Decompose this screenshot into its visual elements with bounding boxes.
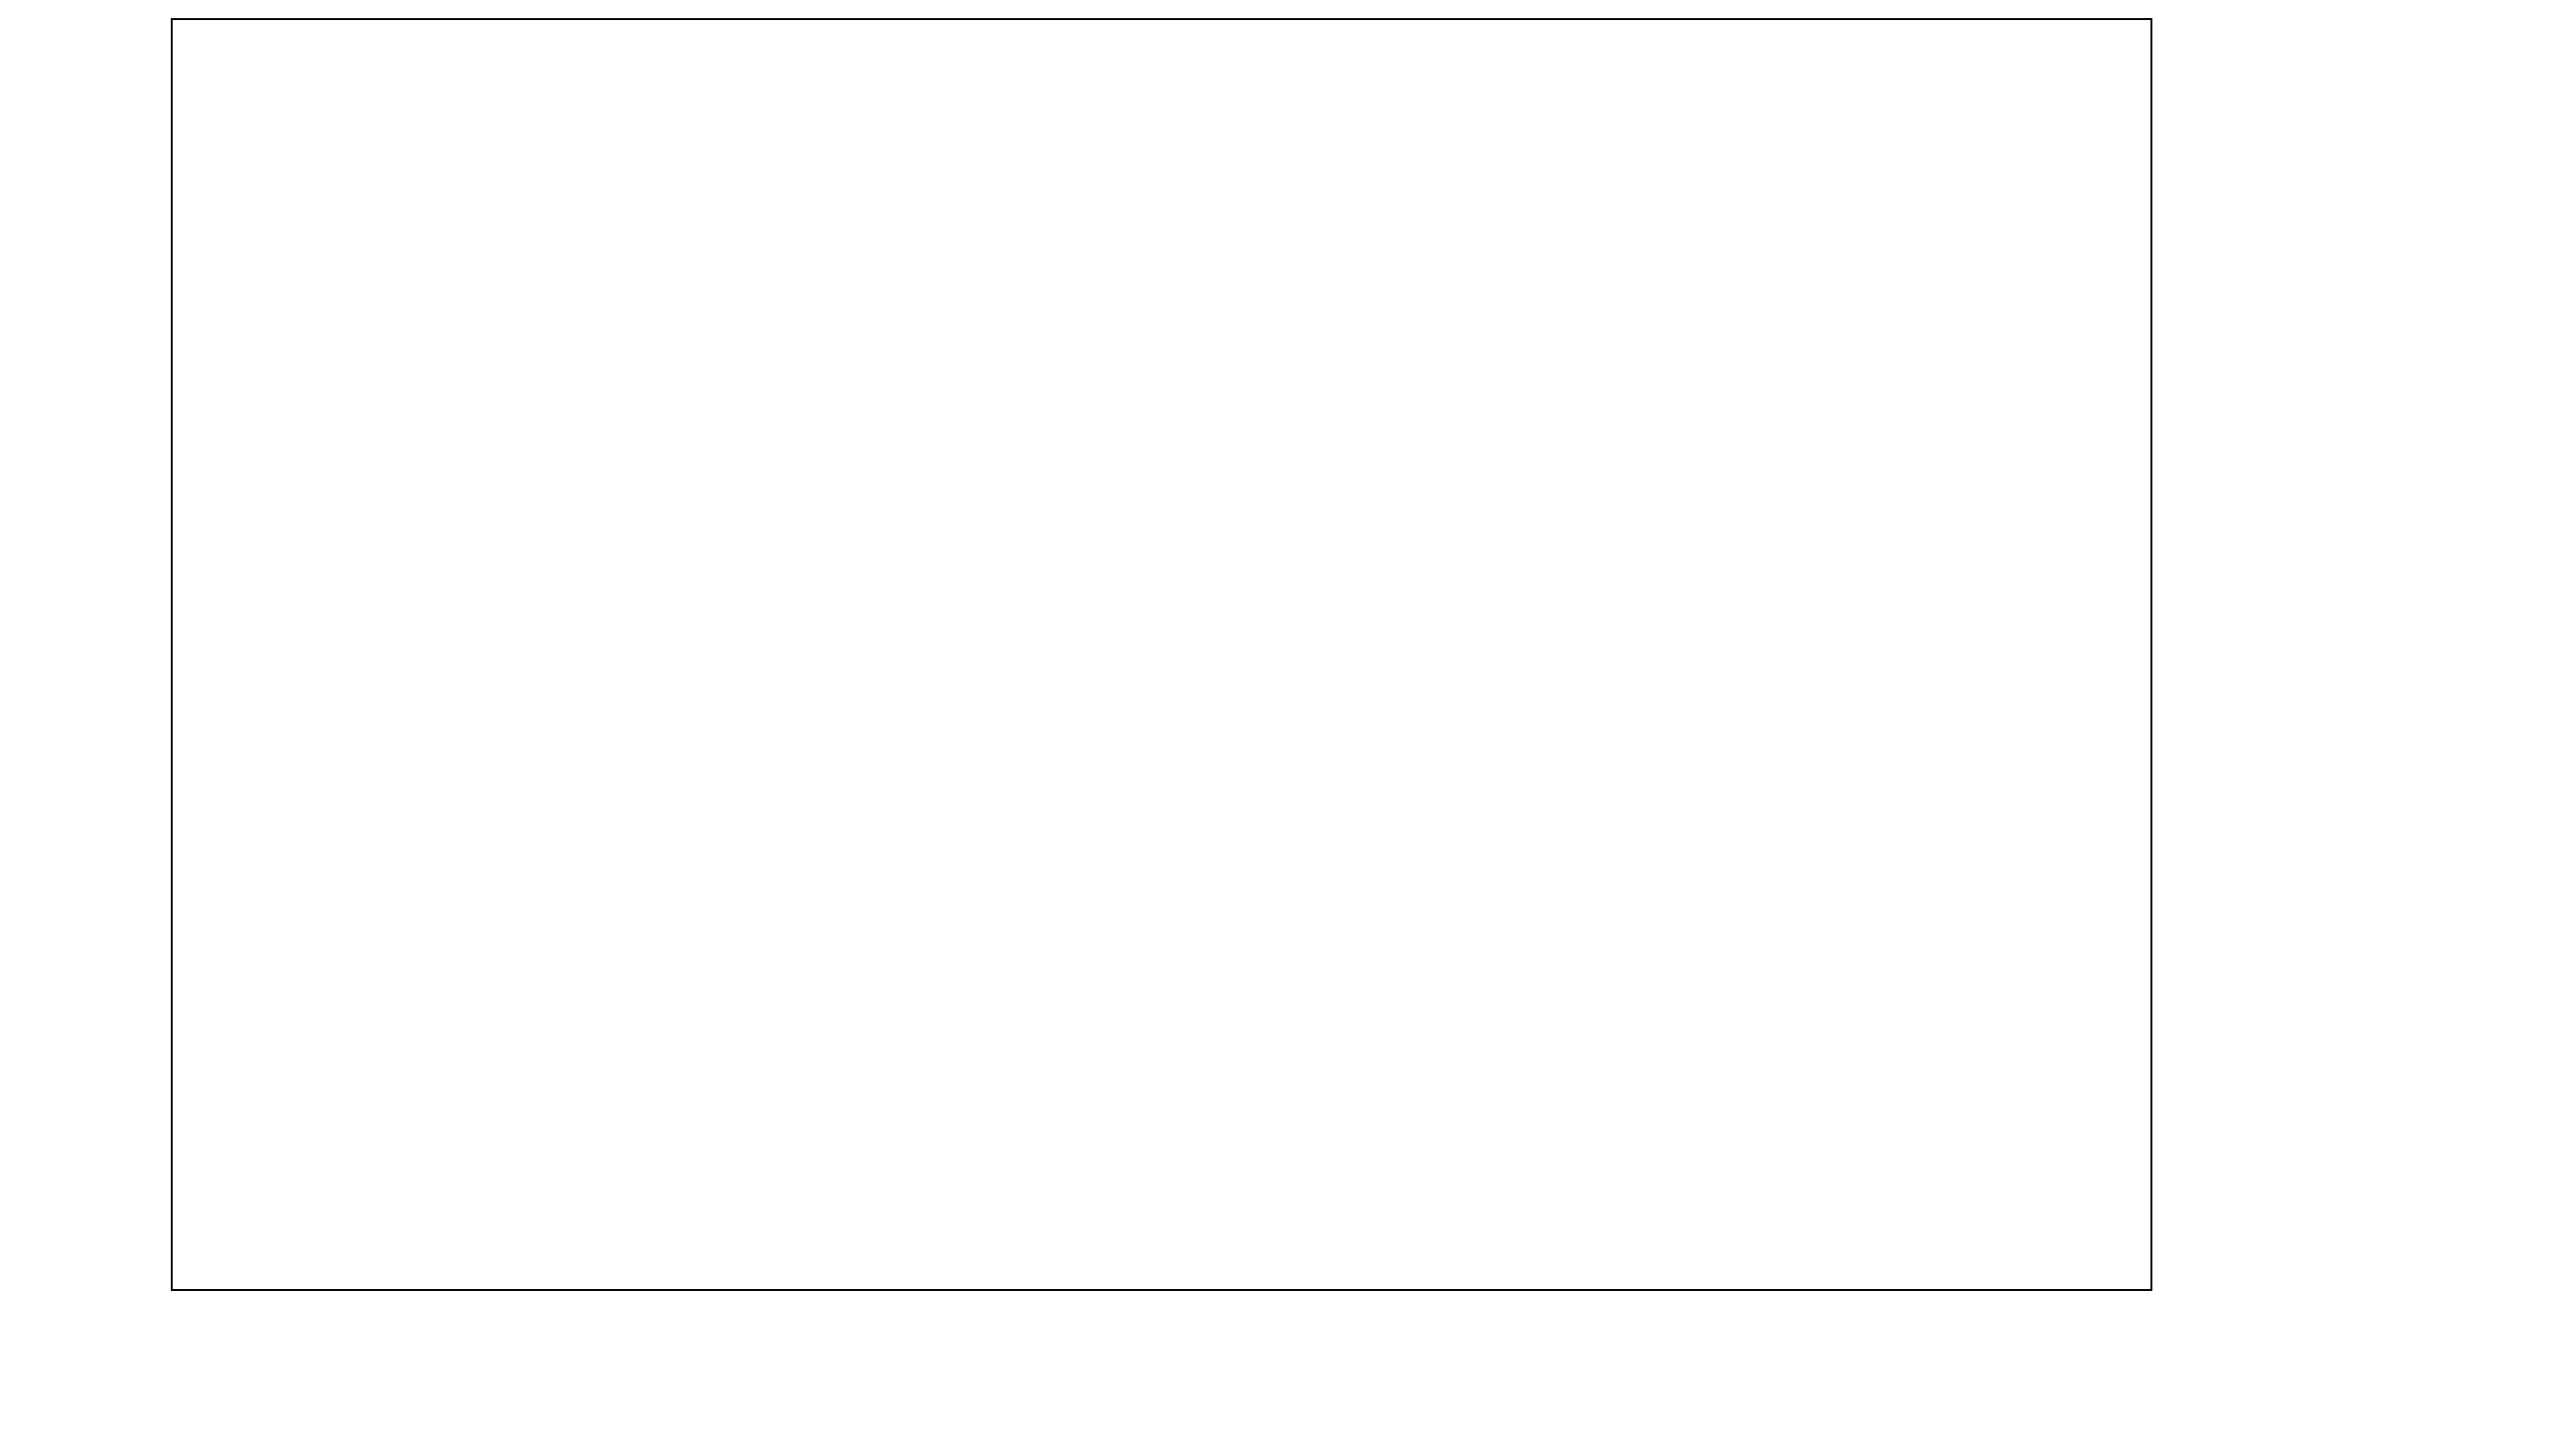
panel-border — [171, 18, 2152, 1291]
